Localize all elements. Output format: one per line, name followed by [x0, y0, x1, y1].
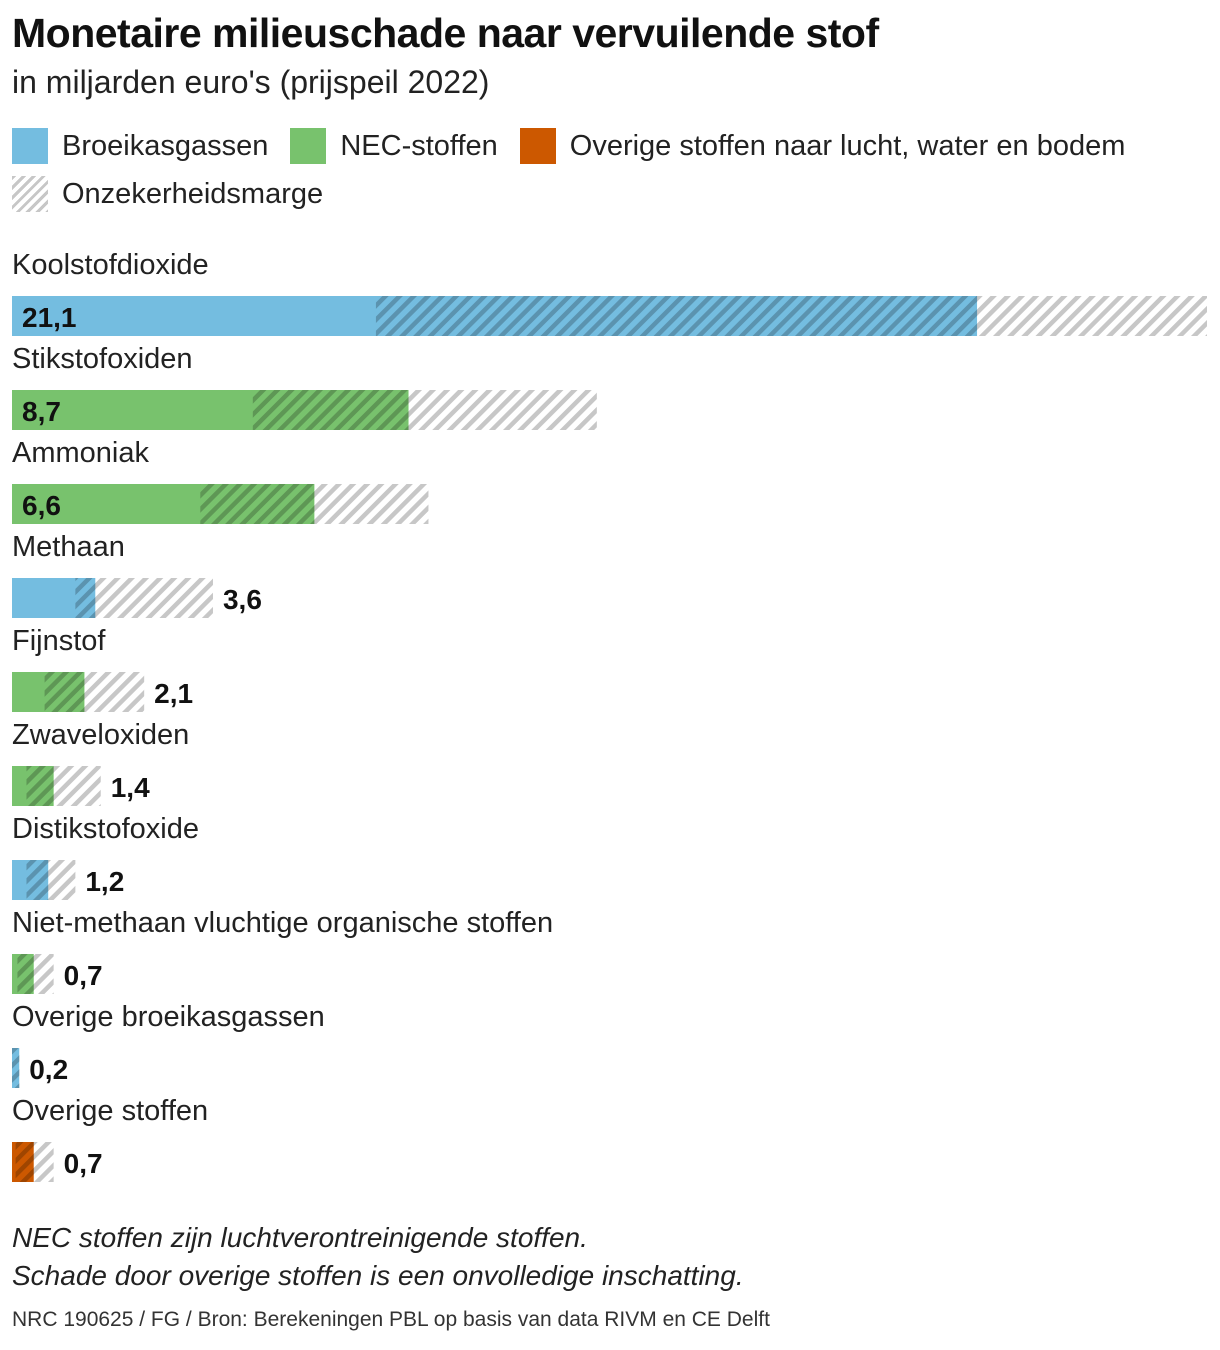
- category-label-overige-broeikasgassen: Overige broeikasgassen: [12, 1001, 325, 1033]
- legend-swatch-nec-stoffen: [290, 128, 327, 164]
- category-label-ammoniak: Ammoniak: [12, 437, 149, 469]
- value-label-koolstofdioxide: 21,1: [22, 302, 77, 333]
- value-label-fijnstof: 2,1: [154, 678, 193, 709]
- category-label-distikstofoxide: Distikstofoxide: [12, 813, 199, 845]
- legend-label-overige-stoffen: Overige stoffen naar lucht, water en bod…: [569, 129, 1126, 162]
- footnote-overige: Schade door overige stoffen is een onvol…: [12, 1260, 744, 1291]
- value-label-zwaveloxiden: 1,4: [111, 772, 150, 803]
- legend-item-nec-stoffen: NEC-stoffen: [290, 128, 498, 164]
- legend-swatch-broeikasgassen: [12, 128, 48, 164]
- value-label-niet-methaan-vluchtige-organische-stoffen: 0,7: [64, 960, 103, 991]
- footnote-nec: NEC stoffen zijn luchtverontreinigende s…: [12, 1222, 588, 1253]
- legend-swatch-overige-stoffen: [519, 128, 556, 164]
- category-label-niet-methaan-vluchtige-organische-stoffen: Niet-methaan vluchtige organische stoffe…: [12, 907, 553, 939]
- bar-chart: Koolstofdioxide 21,1 Stikstofoxiden 8,7 Ammo…: [12, 249, 1207, 1182]
- legend-label-nec-stoffen: NEC-stoffen: [340, 129, 498, 162]
- value-label-overige-broeikasgassen: 0,2: [29, 1054, 68, 1085]
- uncertainty-overlap-zwaveloxiden: [26, 766, 54, 806]
- legend: Broeikasgassen NEC-stoffen Overige stoff…: [12, 128, 1212, 212]
- uncertainty-overlap-ammoniak: [200, 484, 315, 524]
- legend-item-broeikasgassen: Broeikasgassen: [12, 128, 268, 164]
- uncertainty-overlap-fijnstof: [44, 672, 85, 712]
- category-label-koolstofdioxide: Koolstofdioxide: [12, 249, 209, 281]
- category-label-overige-stoffen: Overige stoffen: [12, 1095, 208, 1127]
- chart-title: Monetaire milieuschade naar vervuilende …: [12, 10, 879, 56]
- uncertainty-overlap-distikstofoxide: [26, 860, 49, 900]
- legend-item-overige-stoffen: Overige stoffen naar lucht, water en bod…: [519, 128, 1126, 164]
- category-label-zwaveloxiden: Zwaveloxiden: [12, 719, 189, 751]
- value-label-ammoniak: 6,6: [22, 490, 61, 521]
- legend-label-broeikasgassen: Broeikasgassen: [62, 129, 269, 162]
- source-credit: NRC 190625 / FG / Bron: Berekeningen PBL…: [12, 1308, 770, 1331]
- uncertainty-overlap-overige-stoffen: [15, 1142, 34, 1182]
- value-label-stikstofoxiden: 8,7: [22, 396, 61, 427]
- uncertainty-overlap-niet-methaan-vluchtige-organische-stoffen: [17, 954, 34, 994]
- value-label-overige-stoffen: 0,7: [64, 1148, 103, 1179]
- uncertainty-overlap-methaan: [75, 578, 96, 618]
- chart-subtitle: in miljarden euro's (prijspeil 2022): [12, 64, 490, 100]
- legend-label-onzekerheidsmarge: Onzekerheidsmarge: [62, 177, 324, 210]
- category-label-stikstofoxiden: Stikstofoxiden: [12, 343, 193, 375]
- uncertainty-overlap-overige-broeikasgassen: [12, 1048, 20, 1088]
- uncertainty-overlap-koolstofdioxide: [375, 296, 978, 336]
- category-label-fijnstof: Fijnstof: [12, 625, 106, 657]
- legend-item-onzekerheidsmarge: Onzekerheidsmarge: [12, 176, 323, 212]
- value-label-methaan: 3,6: [223, 584, 262, 615]
- category-label-methaan: Methaan: [12, 531, 125, 563]
- uncertainty-overlap-stikstofoxiden: [252, 390, 409, 430]
- legend-swatch-onzekerheidsmarge: [12, 176, 48, 212]
- value-label-distikstofoxide: 1,2: [85, 866, 124, 897]
